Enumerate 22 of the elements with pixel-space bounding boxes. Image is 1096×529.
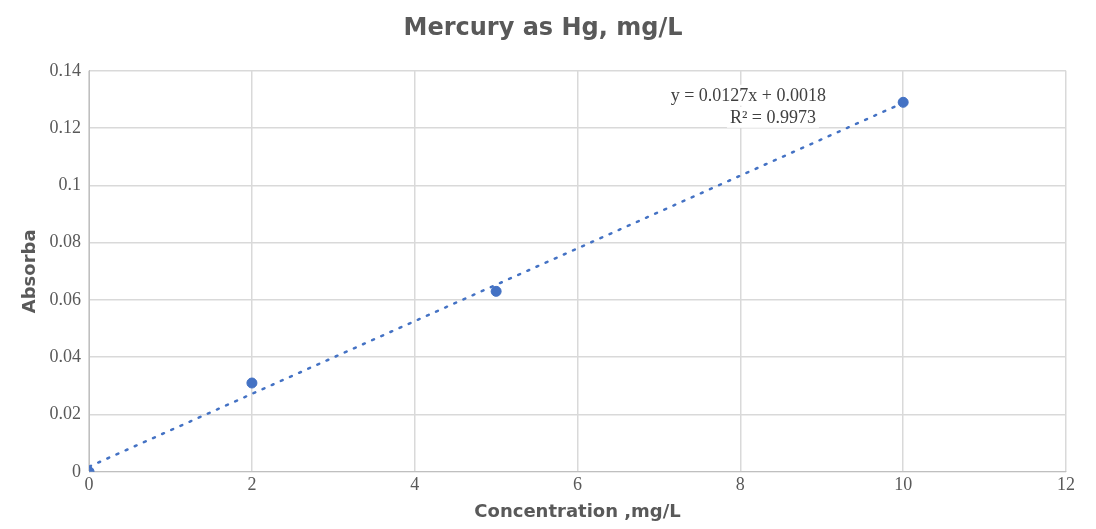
x-tick-label: 12 xyxy=(1057,474,1075,495)
point xyxy=(246,377,258,389)
x-tick-label: 10 xyxy=(894,474,913,495)
chart-title: Mercury as Hg, mg/L xyxy=(403,12,683,41)
y-tick-label: 0.02 xyxy=(49,403,82,424)
x-tick-label: 2 xyxy=(247,474,257,495)
x-axis-title: Concentration ,mg/L xyxy=(474,499,681,521)
annotation: R² = 0.9973 xyxy=(729,106,816,127)
x-tick-label: 6 xyxy=(573,474,583,495)
y-tick-label: 0.14 xyxy=(49,59,82,80)
annotation: y = 0.0127x + 0.0018 xyxy=(670,84,826,105)
y-tick-label: 0.08 xyxy=(49,231,82,252)
y-axis-title: Absorba xyxy=(18,229,40,314)
y-tick-label: 0.04 xyxy=(49,345,82,366)
y-tick-label: 0.1 xyxy=(58,174,82,195)
point xyxy=(897,96,909,108)
x-tick-label: 4 xyxy=(410,474,420,495)
y-tick-label: 0.12 xyxy=(49,116,82,137)
y-tick-label: 0 xyxy=(72,460,82,481)
x-tick-label: 8 xyxy=(735,474,745,495)
y-tick-label: 0.06 xyxy=(49,288,82,309)
point xyxy=(490,285,502,297)
